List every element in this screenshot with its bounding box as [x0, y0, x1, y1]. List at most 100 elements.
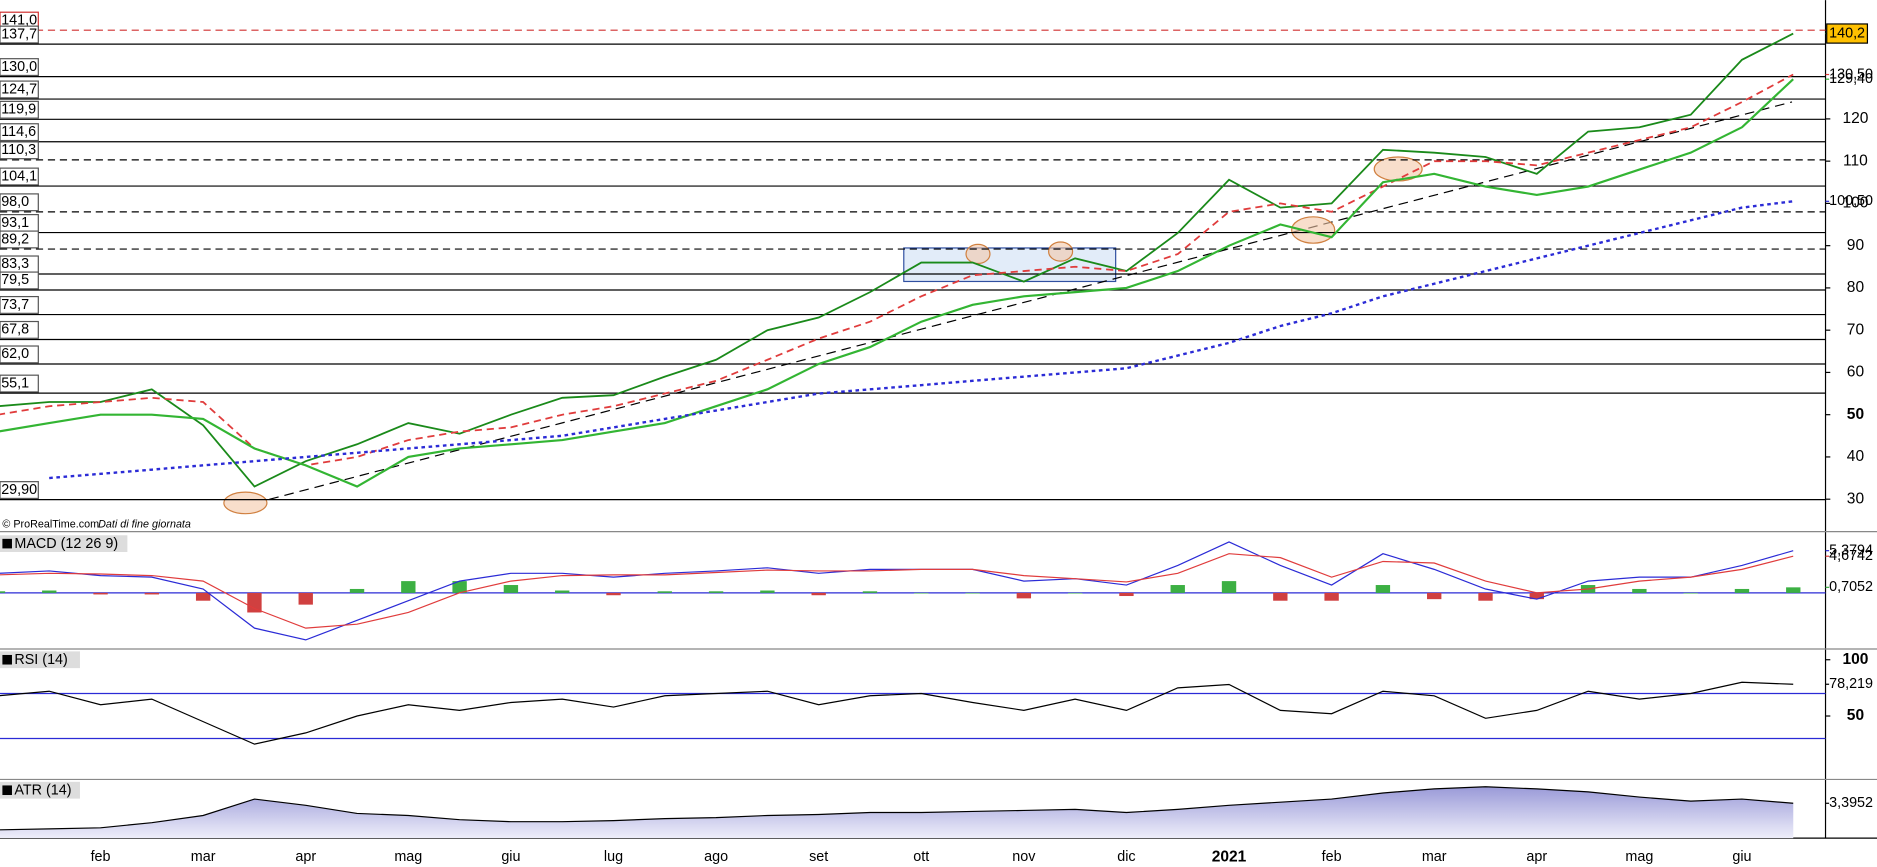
level-label-box: [0, 123, 39, 142]
pane-label: ATR (14): [14, 783, 71, 799]
last-value-box: [1826, 23, 1869, 44]
histogram-bar: [1221, 581, 1237, 593]
level-label-box: [0, 271, 39, 290]
level-label: 119,9: [1, 102, 36, 118]
histogram-bar: [1632, 588, 1647, 593]
y-tick-label: 60: [1847, 364, 1865, 381]
level-label: 104,1: [1, 168, 37, 184]
histogram-bar: [1734, 588, 1750, 593]
source: © ProRealTime.com: [2, 518, 99, 530]
histogram-bar: [760, 590, 775, 593]
histogram-bar: [862, 591, 878, 593]
level-label: 62,0: [1, 346, 29, 362]
y-tick-label: 100: [1842, 195, 1868, 212]
level-label-box: [0, 295, 39, 314]
histogram-bar: [1529, 592, 1544, 600]
level-label-box: [0, 374, 39, 393]
histogram-bar: [1786, 587, 1801, 593]
level-label-box: [0, 320, 39, 339]
level-label: 98,0: [1, 194, 29, 210]
x-tick-label: apr: [295, 849, 316, 865]
level-label-box: [0, 100, 39, 119]
series-line: [0, 553, 1794, 629]
level-label-box: [0, 167, 39, 186]
y-tick-label: 100: [1842, 651, 1868, 668]
last-value-label: 140,2: [1829, 25, 1865, 41]
histogram-bar: [298, 592, 313, 605]
histogram-bar: [1170, 585, 1185, 593]
histogram-bar: [1478, 592, 1493, 601]
x-tick-label: feb: [91, 849, 111, 865]
level-label: 114,6: [1, 124, 36, 140]
level-label: 79,5: [1, 272, 29, 288]
level-label-box: [0, 58, 39, 77]
series-line: [0, 78, 1794, 488]
series-line: [0, 541, 1794, 641]
level-label: 73,7: [1, 297, 29, 313]
histogram-bar: [0, 591, 6, 593]
x-tick-label: nov: [1012, 849, 1036, 865]
pane-label-bg: [0, 781, 80, 799]
x-tick-label: feb: [1322, 849, 1342, 865]
last-value-label: 78,219: [1829, 676, 1873, 692]
y-tick-label: 120: [1842, 110, 1868, 127]
y-tick-label: 90: [1847, 237, 1865, 254]
series-line: [0, 786, 1794, 831]
last-value-label: 4,6742: [1829, 548, 1873, 564]
x-tick-label: giu: [501, 849, 520, 865]
level-label: 93,1: [1, 215, 29, 231]
histogram-bar: [811, 592, 826, 596]
level-label: 137,7: [1, 26, 37, 42]
histogram-bar: [452, 581, 467, 593]
y-tick-label: 110: [1843, 152, 1868, 169]
x-tick-label: ago: [704, 849, 728, 865]
series-line: [0, 32, 1794, 488]
histogram-bar: [93, 592, 108, 595]
last-value-label: 100,50: [1829, 193, 1873, 209]
y-tick-label: 80: [1847, 279, 1865, 296]
histogram-bar: [1273, 592, 1288, 601]
last-value-label: 129,40: [1829, 71, 1873, 87]
level-label: 89,2: [1, 231, 29, 247]
pane-label-bg: [0, 535, 128, 553]
histogram-bar: [503, 585, 519, 593]
level-label: 29,90: [1, 482, 37, 498]
level-label: 124,7: [1, 81, 37, 97]
last-value-label: 130,50: [1829, 66, 1873, 82]
x-tick-label: mag: [1625, 849, 1653, 865]
pane-label: MACD (12 26 9): [14, 536, 118, 552]
histogram-bar: [555, 590, 570, 593]
histogram-bar: [965, 592, 980, 594]
histogram-bar: [42, 590, 57, 593]
histogram-bar: [1427, 592, 1442, 600]
level-label: 130,0: [1, 59, 37, 75]
x-tick-label: mag: [394, 849, 422, 865]
x-tick-label: 2021: [1212, 848, 1247, 865]
histogram-bar: [195, 592, 211, 601]
histogram-bar: [1067, 592, 1083, 594]
histogram-bar: [1375, 585, 1391, 593]
level-label: 55,1: [1, 375, 29, 391]
x-tick-label: dic: [1117, 849, 1135, 865]
histogram-bar: [1119, 592, 1134, 597]
level-label: 67,8: [1, 322, 29, 338]
x-tick-label: mar: [1422, 849, 1447, 865]
y-tick-label: 50: [1847, 406, 1865, 423]
y-tick-label: 70: [1847, 321, 1865, 338]
histogram-bar: [708, 591, 724, 593]
x-tick-label: set: [809, 849, 828, 865]
pane-label: RSI (14): [14, 652, 67, 668]
x-tick-label: ott: [913, 849, 929, 865]
series-line: [0, 73, 1794, 467]
last-value-label: 3,3952: [1829, 795, 1873, 811]
level-label-box: [0, 481, 39, 500]
pane-label-icon: [2, 654, 12, 665]
histogram-bar: [247, 592, 262, 613]
level-label: 110,3: [1, 142, 36, 158]
pane-label-bg: [0, 651, 80, 669]
x-tick-label: giu: [1732, 849, 1751, 865]
histogram-bar: [1683, 592, 1698, 594]
highlight: [1291, 216, 1336, 244]
